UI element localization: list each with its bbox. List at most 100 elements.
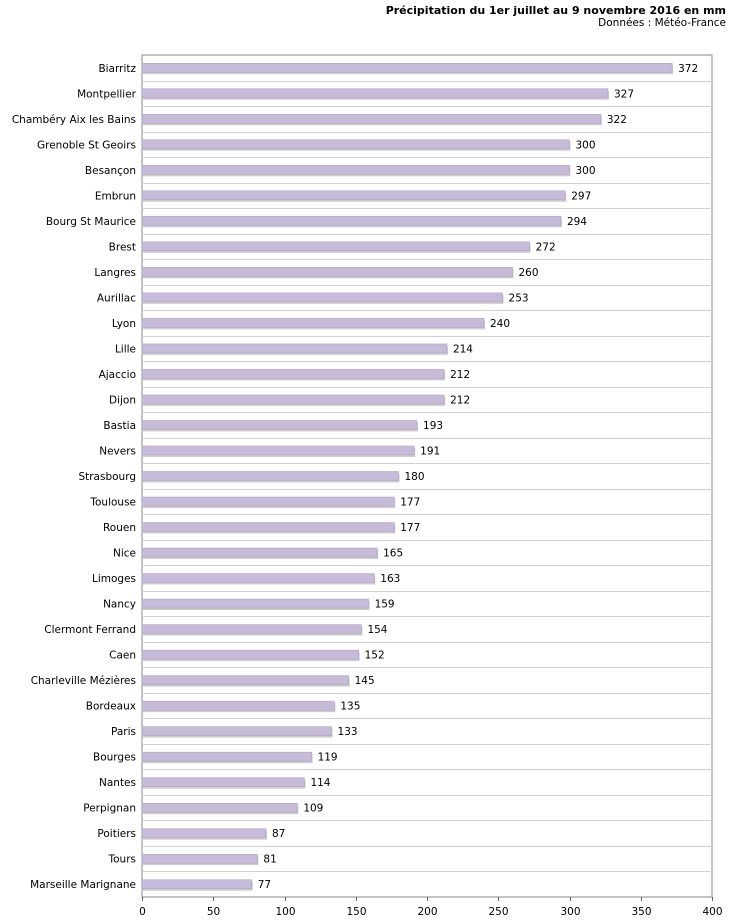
category-label: Lyon xyxy=(112,318,136,330)
x-tick-label: 250 xyxy=(488,906,508,918)
bar xyxy=(141,522,395,532)
bar xyxy=(141,190,566,201)
bar xyxy=(141,649,359,660)
category-label: Clermont Ferrand xyxy=(44,624,136,636)
data-label: 322 xyxy=(607,114,627,126)
category-label: Limoges xyxy=(92,573,136,585)
data-label: 154 xyxy=(367,624,387,636)
data-label: 272 xyxy=(536,241,556,253)
bar xyxy=(141,216,562,226)
bar xyxy=(141,114,602,124)
bar xyxy=(141,445,415,456)
category-label: Marseille Marignane xyxy=(30,879,136,891)
category-label: Rouen xyxy=(103,522,136,534)
bar xyxy=(141,751,312,762)
data-label: 180 xyxy=(405,471,425,483)
category-label: Langres xyxy=(94,267,136,279)
category-label: Bastia xyxy=(103,420,136,432)
data-label: 294 xyxy=(567,216,587,228)
data-label: 372 xyxy=(678,63,698,75)
x-tick-label: 200 xyxy=(417,906,437,918)
data-label: 327 xyxy=(614,88,634,100)
category-label: Montpellier xyxy=(77,88,137,100)
data-label: 191 xyxy=(420,445,440,457)
bar xyxy=(141,267,513,277)
category-label: Nancy xyxy=(103,599,136,611)
bar xyxy=(141,369,445,379)
category-label: Caen xyxy=(109,650,136,662)
data-label: 300 xyxy=(576,139,596,151)
category-label: Nantes xyxy=(99,777,136,789)
data-label: 165 xyxy=(383,548,403,560)
data-label: 114 xyxy=(310,777,330,789)
data-label: 214 xyxy=(453,343,473,355)
data-label: 163 xyxy=(380,573,400,585)
category-label: Ajaccio xyxy=(99,369,136,381)
bar xyxy=(141,292,503,303)
bar xyxy=(141,573,375,583)
category-label: Bordeaux xyxy=(86,701,136,713)
x-tick-label: 50 xyxy=(207,906,220,918)
bar xyxy=(141,88,609,99)
data-label: 240 xyxy=(490,318,510,330)
x-tick-label: 100 xyxy=(275,906,295,918)
data-label: 81 xyxy=(263,854,276,866)
bar xyxy=(141,700,335,711)
data-label: 212 xyxy=(450,394,470,406)
data-label: 297 xyxy=(571,190,591,202)
data-label: 152 xyxy=(365,650,385,662)
bar xyxy=(141,802,298,813)
bar xyxy=(141,675,349,685)
bar xyxy=(141,828,267,838)
data-label: 77 xyxy=(258,879,271,891)
category-label: Nevers xyxy=(99,445,136,457)
bar xyxy=(141,726,332,736)
bar xyxy=(141,879,252,889)
data-label: 177 xyxy=(400,522,420,534)
category-label: Perpignan xyxy=(83,803,136,815)
category-label: Aurillac xyxy=(97,292,136,304)
category-label: Bourges xyxy=(93,752,136,764)
category-label: Chambéry Aix les Bains xyxy=(12,114,136,126)
x-tick-label: 0 xyxy=(139,906,146,918)
bar xyxy=(141,496,395,507)
data-label: 260 xyxy=(519,267,539,279)
category-label: Toulouse xyxy=(89,497,136,509)
data-label: 212 xyxy=(450,369,470,381)
category-label: Embrun xyxy=(95,190,136,202)
category-label: Lille xyxy=(115,343,136,355)
data-label: 193 xyxy=(423,420,443,432)
category-label: Nice xyxy=(113,548,136,560)
category-label: Dijon xyxy=(109,394,136,406)
chart-title: Précipitation du 1er juillet au 9 novemb… xyxy=(385,4,726,17)
data-label: 145 xyxy=(355,675,375,687)
bar xyxy=(141,139,570,150)
category-label: Tours xyxy=(108,854,137,866)
category-label: Biarritz xyxy=(98,63,136,75)
bar xyxy=(141,853,258,864)
data-label: 159 xyxy=(375,599,395,611)
category-label: Poitiers xyxy=(97,828,136,840)
data-label: 177 xyxy=(400,497,420,509)
data-label: 119 xyxy=(318,752,338,764)
bar xyxy=(141,598,369,609)
bar xyxy=(141,471,399,481)
category-label: Grenoble St Geoirs xyxy=(37,139,136,151)
data-label: 133 xyxy=(338,726,358,738)
data-label: 87 xyxy=(272,828,285,840)
data-label: 300 xyxy=(576,165,596,177)
bar xyxy=(141,63,673,73)
category-label: Bourg St Maurice xyxy=(46,216,136,228)
chart-subtitle: Données : Météo-France xyxy=(598,17,726,29)
x-tick-label: 350 xyxy=(631,906,651,918)
data-label: 135 xyxy=(340,701,360,713)
x-tick-label: 300 xyxy=(560,906,580,918)
bar xyxy=(141,547,378,558)
category-label: Besançon xyxy=(85,165,136,177)
category-label: Strasbourg xyxy=(78,471,136,483)
bar xyxy=(141,241,530,252)
bar xyxy=(141,624,362,634)
x-tick-label: 400 xyxy=(702,906,722,918)
category-label: Charleville Mézières xyxy=(31,675,136,687)
